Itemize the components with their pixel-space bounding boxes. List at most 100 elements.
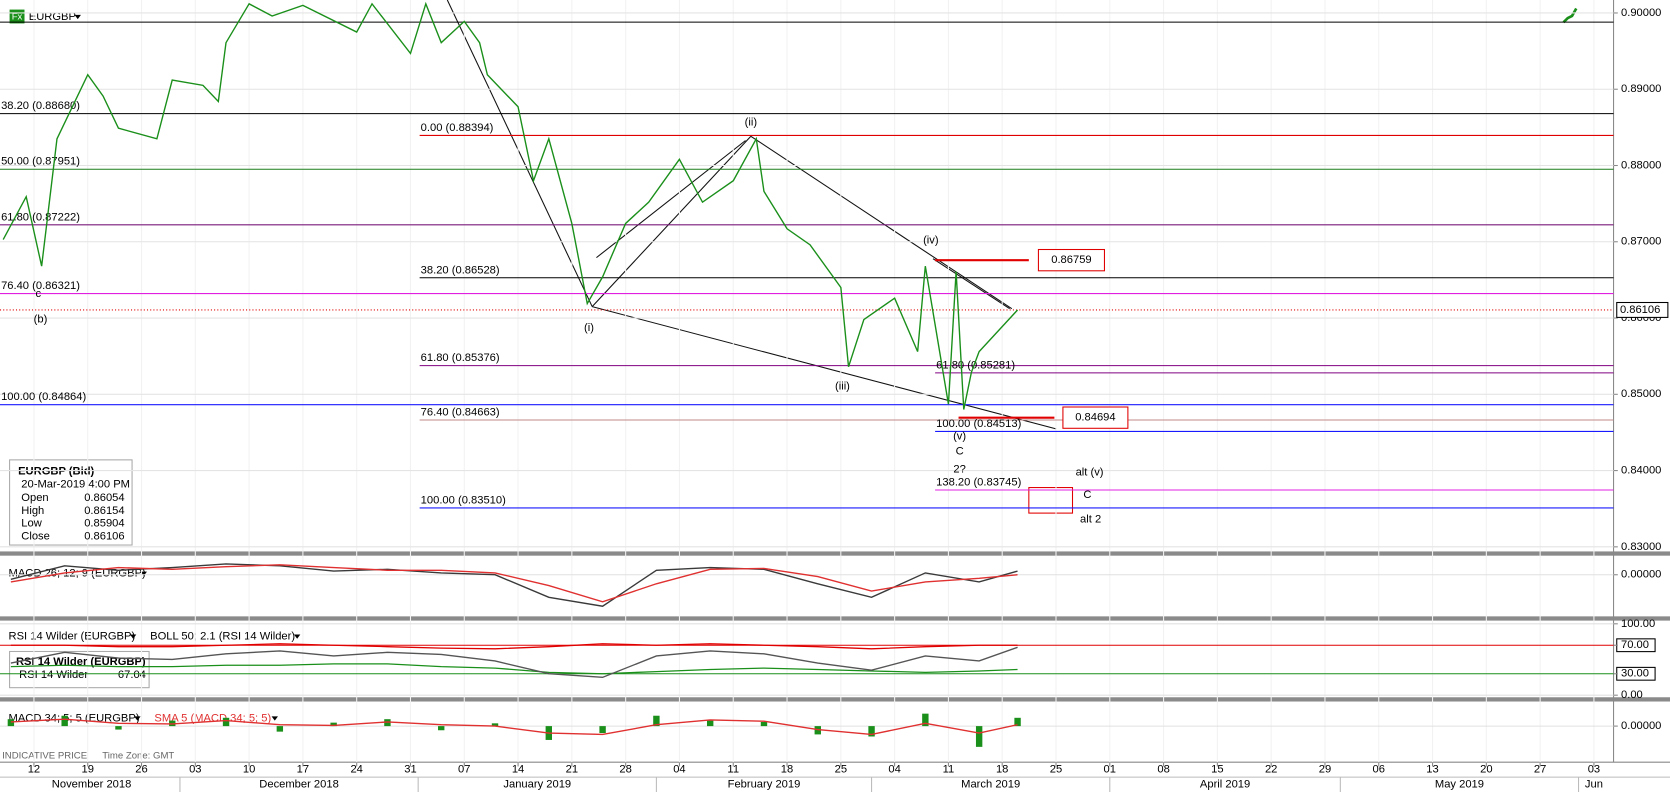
x-tick-label: 29 <box>1319 764 1331 776</box>
target-box <box>1062 406 1129 429</box>
x-tick-label: 04 <box>673 764 685 776</box>
y-tick-label: 0.00000 <box>1621 569 1661 581</box>
x-tick-label: 01 <box>1104 764 1116 776</box>
trend-line <box>446 0 593 307</box>
y-tick-label: 0.88000 <box>1621 159 1661 171</box>
target-box <box>1028 487 1074 514</box>
target-label: 0.86759 <box>1051 254 1091 266</box>
month-label: January 2019 <box>503 779 571 791</box>
x-tick-label: 15 <box>1211 764 1223 776</box>
x-tick-label: 20 <box>1480 764 1492 776</box>
x-tick-label: 03 <box>189 764 201 776</box>
x-tick-label: 11 <box>943 764 955 776</box>
x-tick-label: 04 <box>888 764 900 776</box>
x-tick-label: 28 <box>619 764 631 776</box>
dropdown-arrow[interactable] <box>134 716 141 721</box>
y-tick-label: 0.86000 <box>1621 312 1661 324</box>
month-label: November 2018 <box>52 779 132 791</box>
wave-label: 2? <box>953 463 965 475</box>
info-row-label: Open <box>21 492 48 504</box>
fib-label: 76.40 (0.86321) <box>1 280 80 292</box>
wave-label: (b) <box>34 313 48 325</box>
panel-title[interactable]: RSI 14 Wilder (EURGBP) <box>9 631 136 643</box>
fib-label: 38.20 (0.88680) <box>1 100 80 112</box>
histogram-bar <box>115 726 122 730</box>
rsi-info-label: RSI 14 Wilder <box>19 669 88 681</box>
wave-label: alt (v) <box>1076 467 1104 479</box>
y-tick-label: 0.84000 <box>1621 465 1661 477</box>
info-row-value: 0.86106 <box>84 530 124 542</box>
x-tick-label: 27 <box>1534 764 1546 776</box>
panel-title[interactable]: MACD 34; 5; 5 (EURGBP) <box>9 713 140 725</box>
y-tick-label: 0.87000 <box>1621 236 1661 248</box>
panel-title[interactable]: MACD 26; 12; 9 (EURGBP) <box>9 568 147 580</box>
x-tick-label: 11 <box>727 764 739 776</box>
x-tick-label: 22 <box>1265 764 1277 776</box>
histogram-bar <box>975 726 983 747</box>
panel-subtitle[interactable]: SMA 5 (MACD 34; 5; 5) <box>154 713 271 725</box>
fib-label: 100.00 (0.84864) <box>1 391 86 403</box>
info-row-label: Close <box>21 530 50 542</box>
fib-label: 100.00 (0.84513) <box>936 418 1021 430</box>
panel-subtitle[interactable]: BOLL 50; 2.1 (RSI 14 Wilder) <box>150 631 295 643</box>
x-tick-label: 26 <box>135 764 147 776</box>
info-row-label: High <box>21 505 44 517</box>
trend-line <box>596 140 746 259</box>
fib-label: 76.40 (0.84663) <box>421 407 500 419</box>
wave-label: C <box>956 445 964 457</box>
x-tick-label: 19 <box>82 764 94 776</box>
series-line <box>10 564 1018 603</box>
series-line <box>10 718 1018 736</box>
fib-label: 50.00 (0.87951) <box>1 156 80 168</box>
series-line <box>2 1 1019 410</box>
last-price-box <box>1616 301 1669 318</box>
trend-line <box>932 258 1010 310</box>
x-tick-label: 06 <box>1373 764 1385 776</box>
wave-label: (i) <box>584 322 594 334</box>
x-tick-label: 03 <box>1588 764 1600 776</box>
histogram-bar <box>438 726 445 731</box>
info-row-label: Low <box>21 518 42 530</box>
histogram-bar <box>599 726 606 734</box>
symbol[interactable]: EURGBP <box>29 11 76 23</box>
fib-label: 61.80 (0.85281) <box>936 359 1015 371</box>
dropdown-arrow[interactable] <box>74 14 81 20</box>
dropdown-arrow[interactable] <box>140 571 147 576</box>
month-label: December 2018 <box>259 779 339 791</box>
panel-separator <box>0 616 1670 621</box>
fib-label: 61.80 (0.85376) <box>421 352 500 364</box>
histogram-bar <box>653 715 660 727</box>
dropdown-arrow[interactable] <box>129 634 137 639</box>
series-line <box>10 646 1018 679</box>
histogram-bar <box>868 726 875 737</box>
x-tick-label: 25 <box>1050 764 1062 776</box>
y-tick-label: 0.85000 <box>1621 388 1661 400</box>
dropdown-arrow[interactable] <box>271 716 278 721</box>
x-tick-label: 18 <box>781 764 793 776</box>
month-label: February 2019 <box>728 779 801 791</box>
info-row-value: 0.86154 <box>84 505 124 517</box>
rsi-info-title: RSI 14 Wilder (EURGBP) <box>16 656 146 668</box>
y-tick-label: 70.00 <box>1621 639 1649 651</box>
y-tick-label: 100.00 <box>1621 618 1655 630</box>
panel-separator <box>0 551 1670 556</box>
fib-label: 100.00 (0.83510) <box>421 494 506 506</box>
histogram-bar <box>7 719 15 727</box>
info-date: 20-Mar-2019 4:00 PM <box>21 478 130 490</box>
timezone: Time Zone: GMT <box>102 750 174 761</box>
x-tick-label: 08 <box>1157 764 1169 776</box>
panel-separator <box>0 697 1670 702</box>
symbol-icon-text: Fx <box>12 12 23 23</box>
x-tick-label: 12 <box>28 764 40 776</box>
wave-label: (ii) <box>745 116 758 128</box>
y-tick-label: 0.89000 <box>1621 83 1661 95</box>
dropdown-arrow[interactable] <box>293 634 301 639</box>
info-row-value: 0.86054 <box>84 492 124 504</box>
wave-label: alt 2 <box>1080 513 1101 525</box>
histogram-bar <box>61 715 68 727</box>
x-tick-label: 14 <box>512 764 524 776</box>
target-box <box>1037 248 1105 272</box>
y-tick-label: 0.00000 <box>1621 720 1661 732</box>
trend-line <box>592 306 1057 430</box>
